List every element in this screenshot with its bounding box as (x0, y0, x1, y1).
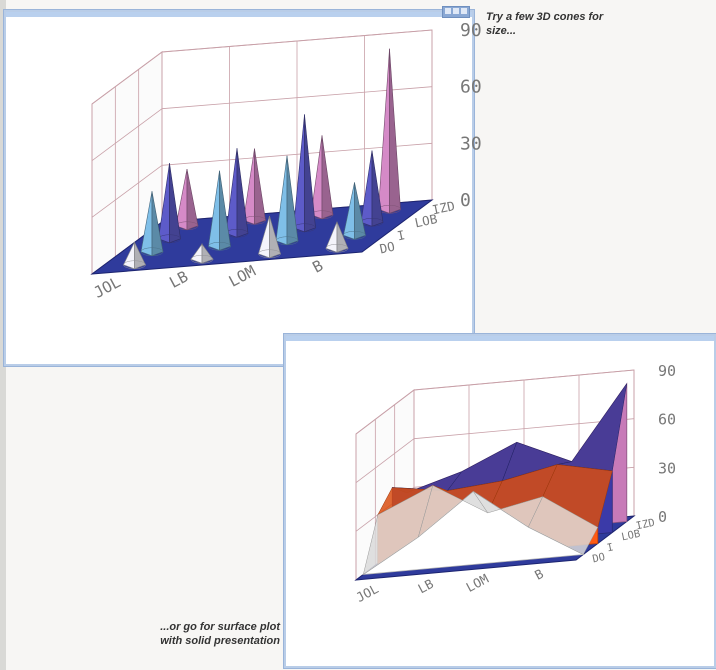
cone-face (151, 191, 164, 257)
x-tick-label: B (533, 567, 547, 584)
caption-top: Try a few 3D cones for size... (486, 11, 604, 37)
cone-face (389, 48, 401, 214)
cone-base (208, 242, 231, 251)
depth-tick-label: I (396, 227, 407, 243)
depth-tick-label: DO (378, 239, 396, 257)
cone-face (336, 221, 349, 253)
window-titlebar[interactable] (286, 336, 714, 341)
z-tick-label: 90 (658, 362, 676, 380)
gridline (355, 389, 415, 435)
chart-window-cones[interactable]: 90 60 30 0 JOL LB LOM B DO I LOB IZD (4, 6, 482, 366)
depth-tick-label: LOB (413, 211, 438, 230)
maximize-icon[interactable] (453, 8, 459, 14)
z-tick-label: 90 (460, 20, 482, 41)
chart-window-surface[interactable]: 90 60 30 0 JOL LB LOM B DO I LOB IZD (284, 334, 716, 668)
close-icon[interactable] (461, 8, 467, 14)
cone-face (286, 155, 299, 246)
z-tick-label: 60 (658, 411, 676, 429)
cone-face (321, 135, 334, 220)
cone-face (269, 215, 281, 259)
caption-bottom: ...or go for surface plot with solid pre… (160, 621, 280, 647)
z-tick-label: 30 (658, 459, 676, 477)
x-tick-label: LB (416, 577, 437, 598)
cone-face (354, 182, 366, 240)
surface-facet (527, 496, 599, 555)
cone-face (236, 148, 249, 238)
cone-base (140, 247, 164, 256)
cone-base (325, 244, 349, 253)
cone-base (258, 249, 281, 258)
gridline (91, 165, 163, 218)
x-tick-label: LB (166, 267, 191, 292)
depth-tick-label: IZD (431, 198, 456, 217)
cone-face (219, 170, 231, 251)
cone-face (201, 243, 214, 264)
page-left-rule (0, 0, 6, 670)
x-tick-label: JOL (354, 582, 382, 606)
minimize-icon[interactable] (445, 8, 451, 14)
z-tick-label: 0 (460, 190, 471, 211)
z-tick-label: 60 (460, 77, 482, 98)
cone-base (123, 260, 146, 269)
gridline (355, 438, 415, 483)
cone-face (304, 114, 316, 233)
cone-face (371, 150, 384, 227)
gridline (91, 51, 163, 105)
x-tick-label: LOM (226, 262, 259, 291)
x-tick-label: B (310, 256, 327, 276)
z-tick-label: 30 (460, 133, 482, 154)
depth-tick-label: LOB (620, 528, 641, 544)
x-tick-label: LOM (464, 572, 492, 596)
window-titlebar[interactable] (6, 12, 472, 17)
gridline (91, 108, 163, 161)
cone-face (254, 148, 266, 225)
cone-face (186, 169, 199, 231)
depth-tick-label: DO (591, 551, 606, 565)
z-tick-label: 0 (658, 508, 667, 526)
window-controls[interactable] (442, 6, 470, 18)
x-tick-label: JOL (91, 273, 124, 302)
depth-tick-label: IZD (635, 517, 656, 533)
cone-face (169, 163, 181, 244)
cone-base (343, 231, 366, 240)
cone-base (190, 255, 214, 264)
depth-tick-label: I (606, 541, 615, 554)
